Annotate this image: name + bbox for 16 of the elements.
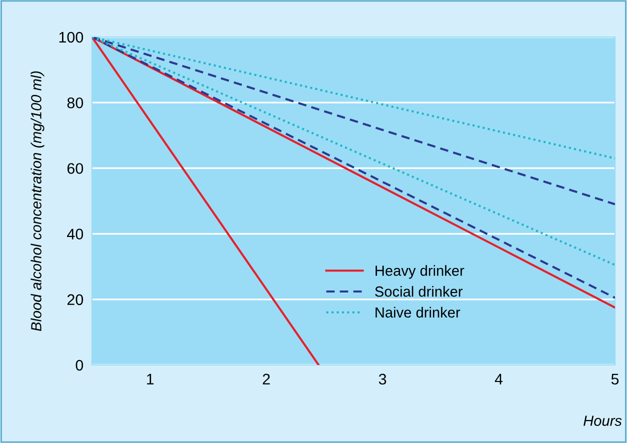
- legend-label: Heavy drinker: [376, 265, 464, 279]
- x-tick-label: 3: [378, 374, 386, 385]
- x-tick-label: 2: [262, 374, 270, 384]
- y-tick-label: 80: [67, 97, 84, 108]
- y-tick-label: 20: [67, 294, 84, 306]
- x-axis-title: Hours: [584, 416, 622, 426]
- y-tick-label: 100: [59, 32, 84, 43]
- x-tick-label: 4: [494, 374, 503, 384]
- legend-label: Social drinker: [375, 286, 463, 297]
- x-tick-label: 5: [611, 374, 619, 385]
- y-tick-label: 40: [67, 228, 84, 240]
- y-tick-label: 60: [67, 163, 84, 174]
- legend-label: Naive drinker: [376, 306, 460, 318]
- y-tick-label: 0: [76, 360, 84, 371]
- y-axis-title: Blood alcohol concentration (mg/100 ml): [30, 71, 44, 332]
- x-tick-label: 1: [147, 374, 154, 384]
